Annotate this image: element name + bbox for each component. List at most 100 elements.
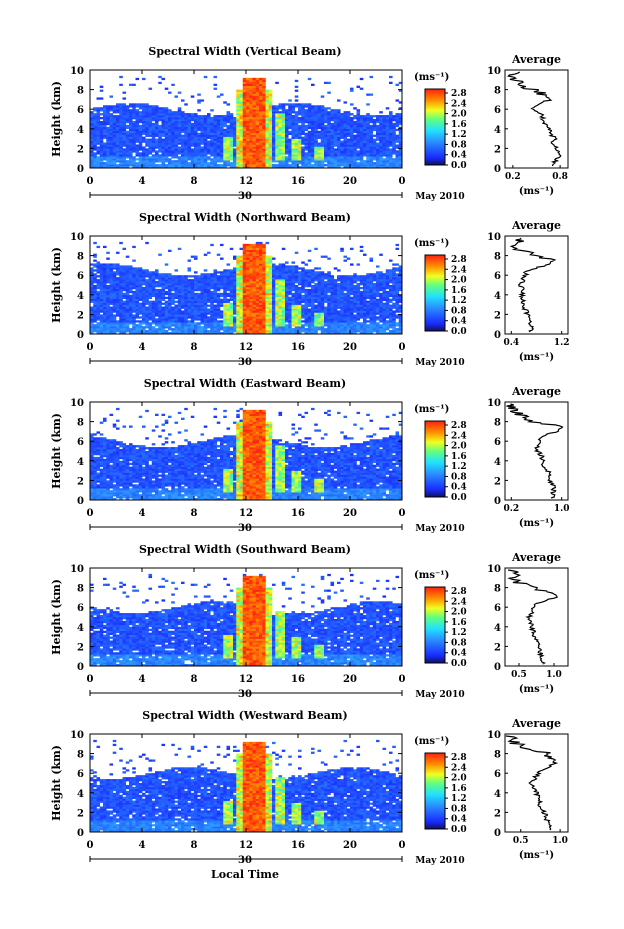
x-tick-label: 0	[87, 840, 94, 851]
heatmap-cells	[90, 739, 403, 833]
colorbar-tick-label: 2.4	[451, 597, 467, 607]
y-tick-label: 8	[77, 252, 84, 263]
colorbar-tick-label: 0.8	[451, 804, 467, 814]
y-tick-label: 2	[77, 144, 84, 155]
average-y-tick-label: 6	[494, 603, 501, 614]
colorbar-tick-label: 0.0	[451, 659, 467, 669]
colorbar-tick-label: 0.8	[451, 140, 467, 150]
y-tick-label: 8	[77, 750, 84, 761]
average-title: Average	[511, 385, 561, 398]
x-tick-label: 0	[399, 342, 406, 353]
y-tick-label: 6	[77, 769, 84, 780]
colorbar	[424, 420, 446, 498]
colorbar-tick-label: 1.6	[451, 286, 467, 296]
average-frame	[504, 567, 569, 667]
colorbar-tick-label: 1.2	[451, 462, 467, 472]
average-y-tick-label: 2	[494, 476, 501, 487]
colorbar-tick-label: 0.4	[451, 151, 467, 161]
y-tick-label: 10	[70, 564, 84, 575]
x-tick-label: 12	[239, 342, 253, 353]
average-y-tick-label: 2	[494, 144, 501, 155]
average-profile-line	[507, 71, 562, 167]
colorbar-tick-label: 0.4	[451, 317, 467, 327]
average-y-tick-label: 4	[494, 457, 501, 468]
y-axis-label: Height (km)	[50, 579, 63, 655]
colorbar-unit: (ms⁻¹)	[414, 404, 449, 415]
day-label: 30	[238, 357, 252, 368]
x-tick-label: 20	[343, 508, 357, 519]
average-y-tick-label: 6	[494, 769, 501, 780]
x-tick-label: 12	[239, 508, 253, 519]
date-label: May 2010	[415, 524, 464, 534]
colorbar-tick-label: 2.0	[451, 442, 467, 452]
x-tick-label: 12	[239, 674, 253, 685]
average-x-label: (ms⁻¹)	[519, 850, 554, 861]
average-y-tick-label: 4	[494, 623, 501, 634]
colorbar-tick-label: 2.4	[451, 763, 467, 773]
x-tick-label: 16	[291, 176, 305, 187]
average-x-label: (ms⁻¹)	[519, 518, 554, 529]
colorbar-tick-label: 1.6	[451, 452, 467, 462]
x-tick-label: 16	[291, 342, 305, 353]
y-tick-label: 2	[77, 310, 84, 321]
y-tick-label: 0	[77, 828, 84, 839]
average-y-tick-label: 10	[487, 730, 501, 741]
average-x-tick-label: 1.0	[552, 836, 568, 846]
average-x-tick-label: 0.4	[503, 338, 519, 348]
date-label: May 2010	[415, 856, 464, 866]
y-tick-label: 8	[77, 86, 84, 97]
x-tick-label: 0	[87, 342, 94, 353]
colorbar-tick-label: 0.4	[451, 649, 467, 659]
x-tick-label: 12	[239, 840, 253, 851]
average-profile-line	[507, 569, 559, 665]
colorbar-unit: (ms⁻¹)	[414, 72, 449, 83]
average-frame	[504, 733, 569, 833]
colorbar	[424, 752, 446, 830]
colorbar-tick-label: 0.8	[451, 638, 467, 648]
average-title: Average	[511, 219, 561, 232]
colorbar-tick-label: 2.4	[451, 99, 467, 109]
colorbar-tick-label: 1.6	[451, 120, 467, 130]
colorbar-tick-label: 1.2	[451, 130, 467, 140]
average-y-tick-label: 4	[494, 291, 501, 302]
x-tick-label: 16	[291, 840, 305, 851]
average-frame	[504, 235, 569, 335]
y-tick-label: 2	[77, 642, 84, 653]
y-axis-label: Height (km)	[50, 413, 63, 489]
day-label: 30	[238, 191, 252, 202]
average-y-tick-label: 10	[487, 66, 501, 77]
colorbar	[424, 586, 446, 664]
x-tick-label: 16	[291, 674, 305, 685]
heatmap-cells	[90, 75, 403, 169]
y-tick-label: 0	[77, 164, 84, 175]
x-tick-label: 20	[343, 342, 357, 353]
average-title: Average	[511, 551, 561, 564]
colorbar-tick-label: 0.0	[451, 327, 467, 337]
average-y-tick-label: 8	[494, 252, 501, 263]
average-frame	[504, 69, 569, 169]
colorbar-tick-label: 2.4	[451, 431, 467, 441]
colorbar-tick-label: 2.0	[451, 608, 467, 618]
y-tick-label: 10	[70, 730, 84, 741]
y-tick-label: 0	[77, 330, 84, 341]
average-y-tick-label: 0	[494, 828, 501, 839]
x-axis-label: Local Time	[211, 868, 279, 881]
date-label: May 2010	[415, 690, 464, 700]
average-y-tick-label: 8	[494, 584, 501, 595]
x-tick-label: 20	[343, 176, 357, 187]
x-tick-label: 0	[87, 176, 94, 187]
x-tick-label: 8	[191, 176, 198, 187]
colorbar	[424, 88, 446, 166]
average-y-tick-label: 0	[494, 164, 501, 175]
y-tick-label: 4	[77, 291, 84, 302]
x-tick-label: 4	[139, 840, 146, 851]
average-x-tick-label: 0.2	[505, 172, 521, 182]
average-title: Average	[511, 53, 561, 66]
y-tick-label: 6	[77, 271, 84, 282]
y-tick-label: 6	[77, 603, 84, 614]
y-tick-label: 6	[77, 437, 84, 448]
average-y-tick-label: 10	[487, 564, 501, 575]
colorbar-tick-label: 2.8	[451, 89, 467, 99]
x-tick-label: 4	[139, 176, 146, 187]
panel-title: Spectral Width (Westward Beam)	[142, 709, 347, 722]
